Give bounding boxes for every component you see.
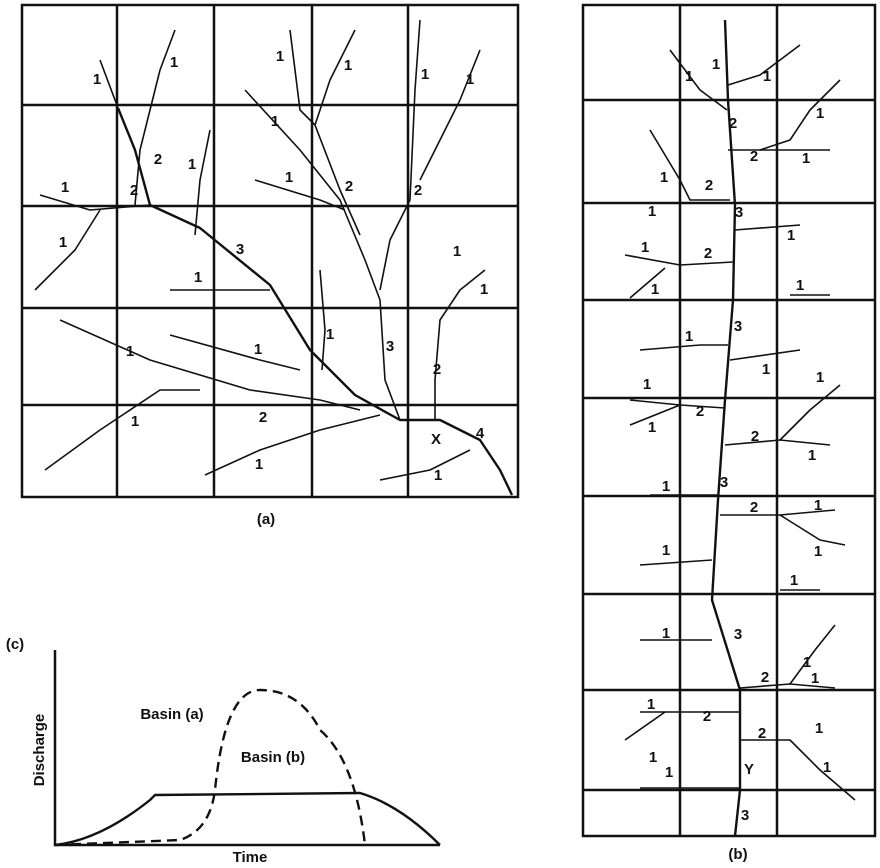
stream-order-label: 1 — [660, 169, 668, 186]
stream-order-label: 1 — [254, 341, 262, 358]
stream-order-label: 1 — [662, 478, 670, 495]
stream-order-label: 1 — [712, 56, 720, 73]
stream-order-label: 1 — [466, 71, 474, 88]
stream-order-label: 2 — [705, 177, 713, 194]
basin-a-curve — [55, 690, 365, 845]
stream-order-label: 1 — [651, 281, 659, 298]
stream-order-label: 1 — [816, 105, 824, 122]
stream-order-label: 1 — [648, 419, 656, 436]
stream-order-label: 1 — [803, 654, 811, 671]
stream-order-label: 1 — [93, 71, 101, 88]
basin-b-curve — [55, 793, 440, 845]
stream-order-label: 2 — [696, 403, 704, 420]
stream-order-label: 2 — [433, 361, 441, 378]
stream-order-label: 3 — [735, 204, 743, 221]
stream-order-label: 3 — [734, 318, 742, 335]
stream-order-label: 1 — [480, 281, 488, 298]
stream-order-label: 1 — [762, 361, 770, 378]
stream-order-label: 1 — [814, 497, 822, 514]
stream-order-label: 3 — [386, 338, 394, 355]
curve-label: Basin (b) — [241, 749, 305, 766]
stream-order-label: 2 — [130, 182, 138, 199]
stream-order-label: 1 — [763, 68, 771, 85]
caption: (b) — [728, 846, 747, 863]
stream-order-label: 1 — [434, 467, 442, 484]
stream-order-label: 3 — [236, 241, 244, 258]
stream-order-label: 1 — [61, 179, 69, 196]
stream-order-label: 1 — [648, 203, 656, 220]
stream-order-label: 2 — [750, 499, 758, 516]
stream-order-label: 1 — [641, 239, 649, 256]
stream-order-label: 1 — [344, 57, 352, 74]
stream-order-label: 1 — [808, 447, 816, 464]
stream-order-label: 1 — [421, 66, 429, 83]
stream-order-label: 1 — [649, 749, 657, 766]
curve-label: Basin (a) — [140, 706, 203, 723]
stream-order-label: 1 — [131, 413, 139, 430]
stream-order-label: 2 — [703, 708, 711, 725]
stream-order-label: 2 — [154, 151, 162, 168]
stream-order-label: 2 — [761, 669, 769, 686]
stream-order-label: 1 — [823, 759, 831, 776]
stream-order-label: 2 — [259, 409, 267, 426]
stream-order-label: 2 — [750, 148, 758, 165]
stream-order-label: 1 — [685, 68, 693, 85]
stream-order-label: 1 — [285, 169, 293, 186]
stream-order-label: 1 — [685, 328, 693, 345]
stream-order-label: 2 — [414, 182, 422, 199]
stream-order-label: 1 — [255, 456, 263, 473]
x-axis-label: Time — [233, 849, 268, 866]
stream-order-label: 1 — [643, 376, 651, 393]
stream-order-label: 3 — [720, 474, 728, 491]
stream-order-label: 1 — [802, 150, 810, 167]
stream-order-label: 1 — [811, 670, 819, 687]
stream-order-label: 1 — [170, 54, 178, 71]
stream-order-label: 2 — [751, 428, 759, 445]
stream-order-label: 3 — [734, 626, 742, 643]
stream-order-label: 1 — [453, 243, 461, 260]
stream-order-label: 2 — [758, 725, 766, 742]
stream-order-label: 1 — [188, 156, 196, 173]
stream-order-label: 1 — [59, 234, 67, 251]
panel-c-axes — [55, 650, 440, 845]
stream-order-label: 1 — [790, 572, 798, 589]
panel-a-rivers — [35, 20, 512, 495]
stream-order-label: 1 — [796, 277, 804, 294]
stream-order-label: 1 — [271, 113, 279, 130]
stream-order-label: 1 — [126, 343, 134, 360]
stream-order-label: 1 — [326, 326, 334, 343]
stream-order-label: 2 — [345, 178, 353, 195]
stream-order-label: 1 — [787, 227, 795, 244]
stream-order-label: 4 — [476, 425, 485, 442]
stream-order-label: 1 — [816, 369, 824, 386]
stream-order-label: X — [431, 431, 441, 448]
diagram: (a) (b) (c) Discharge Time Basin (a) Bas… — [0, 0, 880, 868]
stream-order-label: 3 — [741, 807, 749, 824]
stream-order-label: 2 — [729, 115, 737, 132]
stream-order-label: Y — [744, 761, 754, 778]
panel-b-rivers — [625, 20, 855, 836]
stream-order-label: 1 — [194, 269, 202, 286]
stream-order-label: 1 — [662, 625, 670, 642]
stream-order-label: 1 — [665, 764, 673, 781]
stream-order-label: 2 — [704, 245, 712, 262]
stream-order-label: 1 — [647, 696, 655, 713]
caption: (a) — [257, 511, 275, 528]
caption: (c) — [6, 636, 24, 653]
stream-order-label: 1 — [814, 543, 822, 560]
y-axis-label: Discharge — [31, 714, 48, 787]
stream-order-label: 1 — [276, 48, 284, 65]
stream-order-label: 1 — [815, 720, 823, 737]
stream-order-label: 1 — [662, 542, 670, 559]
